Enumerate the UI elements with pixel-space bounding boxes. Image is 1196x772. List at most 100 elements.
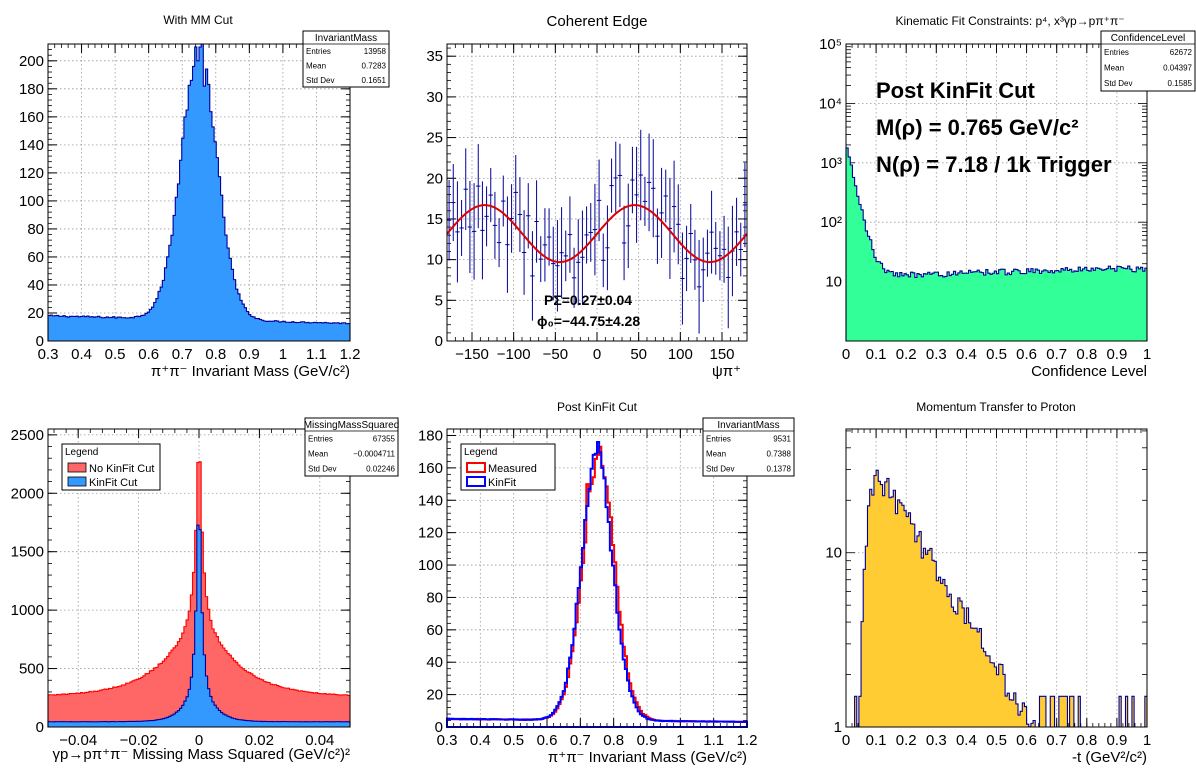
x-tick-label: 50 bbox=[630, 346, 647, 363]
stats-value: 0.7388 bbox=[767, 450, 792, 459]
chart-title: Kinematic Fit Constraints: p⁴, x³γp→pπ⁺π… bbox=[895, 14, 1124, 28]
legend-swatch bbox=[67, 476, 87, 487]
y-tick-label: 120 bbox=[418, 525, 443, 542]
x-tick-label: 0.2 bbox=[896, 732, 917, 749]
annotation-post-kinfit: Post KinFit Cut bbox=[876, 78, 1036, 103]
stats-value: 0.04397 bbox=[1163, 64, 1192, 73]
x-axis-label: -t (GeV²/c²) bbox=[1072, 749, 1147, 766]
stats-label: Mean bbox=[308, 450, 328, 459]
stats-box bbox=[1100, 30, 1196, 92]
stats-value: 0.1585 bbox=[1168, 79, 1193, 88]
y-tick-label: 10 bbox=[426, 252, 443, 269]
x-tick-label: 0.9 bbox=[1106, 346, 1127, 363]
chart-panel-p2: Coherent Edge −150 −100 −50 0 50 100 150 0 5 10 15 2… bbox=[426, 13, 748, 380]
chart-panel-p1: With MM Cut 0.3 0.4 0.5 0.6 0.7 0.8 0.9 1 1.1 1.2 0… bbox=[19, 13, 390, 380]
stats-label: Mean bbox=[706, 450, 726, 459]
y-tick-label: 200 bbox=[19, 53, 44, 70]
histogram-series bbox=[47, 43, 351, 342]
stats-label: Entries bbox=[308, 435, 333, 444]
chart-title: Momentum Transfer to Proton bbox=[916, 400, 1075, 414]
x-tick-label: 0 bbox=[842, 346, 850, 363]
x-axis-label: ψπ⁺ bbox=[712, 363, 741, 380]
x-tick-label: 0.7 bbox=[1046, 732, 1067, 749]
x-tick-label: −0.04 bbox=[59, 732, 97, 749]
y-tick-label: 10² bbox=[820, 214, 842, 231]
x-tick-label: 1 bbox=[279, 346, 287, 363]
chart-title: With MM Cut bbox=[163, 13, 233, 27]
y-tick-label: 160 bbox=[19, 109, 44, 126]
stats-box bbox=[702, 417, 795, 477]
x-tick-label: 1.2 bbox=[737, 732, 758, 749]
y-tick-label: 10⁴ bbox=[819, 95, 842, 112]
x-tick-label: 0.5 bbox=[986, 346, 1007, 363]
legend-swatch bbox=[67, 462, 87, 473]
y-tick-label: 1000 bbox=[11, 602, 44, 619]
stats-value: 13958 bbox=[364, 47, 387, 56]
stats-value: 0.7283 bbox=[362, 62, 387, 71]
legend-label: Measured bbox=[488, 463, 537, 475]
y-tick-label: 2500 bbox=[11, 427, 44, 444]
x-tick-label: 0.04 bbox=[305, 732, 334, 749]
x-tick-label: 0 bbox=[195, 732, 203, 749]
stats-title: MissingMassSquared bbox=[304, 420, 400, 431]
stats-label: Std Dev bbox=[306, 76, 334, 85]
x-tick-label: 150 bbox=[709, 346, 734, 363]
x-tick-label: 0.5 bbox=[503, 732, 524, 749]
stats-title: InvariantMass bbox=[717, 420, 779, 431]
x-tick-label: −100 bbox=[497, 346, 531, 363]
legend-label: KinFit Cut bbox=[89, 477, 137, 489]
legend-title: Legend bbox=[464, 447, 497, 458]
plot-frame bbox=[845, 43, 1148, 342]
histogram-series bbox=[47, 524, 351, 728]
y-tick-label: 140 bbox=[19, 137, 44, 154]
y-tick-label: 160 bbox=[418, 460, 443, 477]
x-tick-label: 0.5 bbox=[105, 346, 126, 363]
x-tick-label: 0.4 bbox=[956, 346, 977, 363]
x-tick-label: 0 bbox=[842, 732, 850, 749]
stats-value: 0.1651 bbox=[362, 76, 387, 85]
x-tick-label: 0.4 bbox=[470, 732, 491, 749]
plot-frame bbox=[47, 43, 351, 342]
x-tick-label: 0.6 bbox=[1016, 346, 1037, 363]
y-tick-label: 15 bbox=[426, 211, 443, 228]
annotation-mass: M(ρ) = 0.765 GeV/c² bbox=[876, 115, 1079, 140]
y-tick-label: 180 bbox=[19, 81, 44, 98]
x-axis-label: Confidence Level bbox=[1031, 363, 1147, 380]
y-tick-label: 10⁵ bbox=[819, 36, 842, 53]
annotation-yield: N(ρ) = 7.18 / 1k Trigger bbox=[876, 152, 1112, 177]
fit-curve bbox=[446, 204, 748, 264]
x-tick-label: 1 bbox=[1143, 732, 1151, 749]
x-tick-label: 0.3 bbox=[437, 732, 458, 749]
x-axis-label: γp→pπ⁺π⁻ Missing Mass Squared (GeV/c²)² bbox=[53, 746, 350, 763]
y-tick-label: 35 bbox=[426, 48, 443, 65]
stats-value: 0.02246 bbox=[366, 465, 395, 474]
histogram-series bbox=[446, 440, 748, 728]
y-tick-label: 2000 bbox=[11, 485, 44, 502]
y-tick-label: 80 bbox=[27, 221, 44, 238]
x-tick-label: 0.9 bbox=[637, 732, 658, 749]
x-tick-label: 1.2 bbox=[340, 346, 361, 363]
x-tick-label: 0.4 bbox=[71, 346, 92, 363]
stats-value: −0.0004711 bbox=[353, 450, 395, 459]
y-tick-label: 25 bbox=[426, 130, 443, 147]
y-tick-label: 0 bbox=[36, 333, 44, 350]
x-tick-label: −50 bbox=[543, 346, 568, 363]
x-tick-label: 0.8 bbox=[205, 346, 226, 363]
y-tick-label: 10 bbox=[825, 274, 842, 291]
x-tick-label: 0.5 bbox=[986, 732, 1007, 749]
y-tick-label: 20 bbox=[426, 687, 443, 704]
stats-box bbox=[302, 30, 390, 88]
y-tick-label: 180 bbox=[418, 427, 443, 444]
fit-annotation-phi0: ϕ₀=−44.75±4.28 bbox=[537, 313, 640, 329]
x-tick-label: 0.7 bbox=[1046, 346, 1067, 363]
y-tick-label: 100 bbox=[418, 557, 443, 574]
x-tick-label: 0.8 bbox=[1076, 732, 1097, 749]
y-tick-label: 0 bbox=[435, 333, 443, 350]
stats-label: Entries bbox=[1104, 48, 1129, 57]
y-tick-label: 60 bbox=[426, 622, 443, 639]
y-tick-label: 1500 bbox=[11, 544, 44, 561]
y-tick-label: 30 bbox=[426, 89, 443, 106]
plot-frame bbox=[446, 43, 748, 342]
x-tick-label: 1 bbox=[676, 732, 684, 749]
